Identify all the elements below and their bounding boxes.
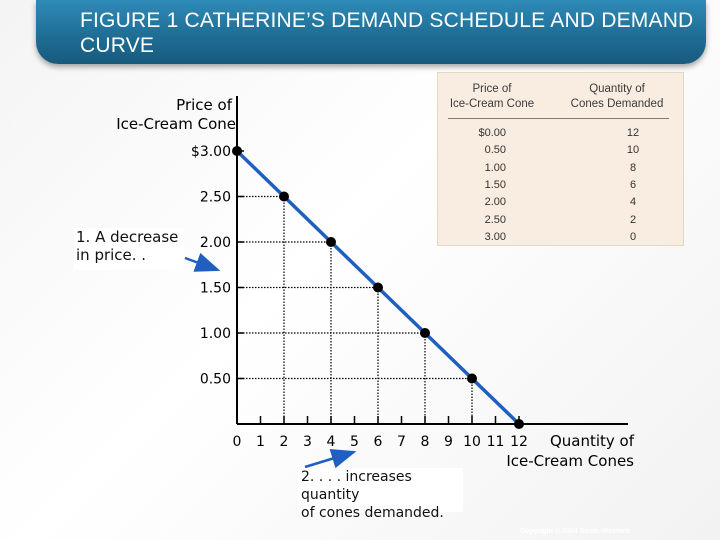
table-divider <box>448 118 669 119</box>
data-point <box>467 373 477 384</box>
table-row: 3.00 0 <box>438 231 683 248</box>
x-tick-label: 8 <box>421 434 430 450</box>
x-axis-title: Quantity of Ice-Cream Cones <box>506 432 634 470</box>
table-header-quantity: Quantity of Cones Demanded <box>570 83 664 110</box>
x-tick-label: 7 <box>397 434 406 450</box>
table-cell-quantity: 6 <box>629 178 637 191</box>
annotation-price-decrease: 1. A decrease in price. . <box>74 228 184 270</box>
table-row: 1.00 8 <box>438 162 683 179</box>
x-tick-label: 11 <box>487 434 505 450</box>
table-cell-price: 2.50 <box>484 213 506 226</box>
data-point <box>420 328 430 338</box>
x-tick-label: 4 <box>327 434 336 450</box>
table-cell-price: 2.00 <box>484 196 506 209</box>
y-axis-title: Price of Ice-Cream Cone <box>116 96 236 133</box>
table-row: 2.50 2 <box>438 214 683 231</box>
data-point <box>514 419 524 429</box>
table-row: $0.00 12 <box>438 127 683 144</box>
table-cell-quantity: 4 <box>629 196 637 209</box>
table-row: 1.50 6 <box>438 179 683 196</box>
table-row: 0.50 10 <box>438 144 683 161</box>
y-tick-label: 1.50 <box>200 281 231 297</box>
data-point <box>279 191 289 202</box>
y-tick-label: 1.00 <box>200 326 231 342</box>
y-tick-label: $3.00 <box>191 144 231 160</box>
x-tick-label: 10 <box>463 434 481 450</box>
annotation-arrow-price <box>184 252 221 272</box>
data-point <box>232 146 242 156</box>
x-tick-label: 5 <box>350 434 359 450</box>
slide-title: FIGURE 1 CATHERINE’S DEMAND SCHEDULE AND… <box>80 9 694 57</box>
x-tick-label: 0 <box>233 434 242 450</box>
table-row: 2.00 4 <box>438 196 683 213</box>
table-header-price: Price of Ice-Cream Cone <box>449 83 535 110</box>
annotation-quantity-increase: 2. . . . increases quantity of cones dem… <box>298 468 463 521</box>
table-cell-quantity: 0 <box>629 230 637 243</box>
y-tick-label: 2.00 <box>200 235 231 251</box>
data-point <box>326 237 336 247</box>
data-point <box>373 282 383 293</box>
table-cell-price: 3.00 <box>484 230 506 243</box>
x-tick-label: 3 <box>303 434 312 450</box>
table-cell-price: 0.50 <box>484 144 506 157</box>
table-cell-quantity: 2 <box>629 213 637 226</box>
x-tick-label: 6 <box>374 434 383 450</box>
table-cell-price: 1.50 <box>484 178 506 191</box>
demand-schedule-table: Price of Ice-Cream Cone Quantity of Cone… <box>437 72 684 246</box>
annotation-arrow-quantity <box>304 449 357 469</box>
copyright-notice: Copyright © 2004 South-Western <box>520 528 630 535</box>
x-tick-label: 9 <box>444 434 453 450</box>
table-cell-quantity: 10 <box>626 144 640 157</box>
x-tick-label: 2 <box>280 434 289 450</box>
x-tick-label: 1 <box>256 434 265 450</box>
table-cell-quantity: 12 <box>626 127 640 139</box>
x-tick-label: 12 <box>510 434 528 450</box>
y-tick-label: 2.50 <box>200 190 231 206</box>
table-cell-quantity: 8 <box>629 161 637 174</box>
table-cell-price: $0.00 <box>478 127 506 139</box>
table-cell-price: 1.00 <box>484 161 506 174</box>
y-tick-label: 0.50 <box>200 372 231 388</box>
title-banner <box>36 0 706 64</box>
